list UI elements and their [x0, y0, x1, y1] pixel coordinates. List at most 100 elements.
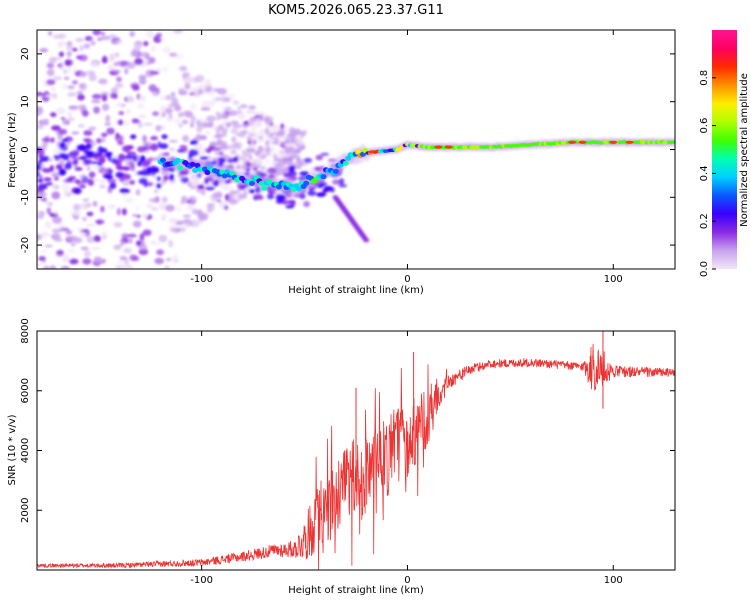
noise-blob: [124, 197, 135, 203]
noise-blob: [137, 120, 143, 129]
noise-blob: [153, 189, 159, 194]
noise-blob: [142, 134, 148, 143]
noise-blob: [285, 149, 291, 154]
band-speckle: [151, 169, 160, 173]
noise-blob: [265, 146, 271, 154]
noise-blob: [264, 127, 269, 135]
band-speckle: [114, 135, 124, 142]
band-speckle: [224, 205, 229, 210]
noise-blob: [150, 136, 159, 141]
noise-blob: [209, 100, 217, 106]
noise-blob: [259, 114, 264, 118]
noise-blob: [235, 133, 245, 137]
noise-blob: [63, 76, 70, 81]
noise-blob: [135, 206, 141, 211]
noise-blob: [99, 184, 106, 189]
noise-blob: [87, 203, 92, 208]
band-speckle: [320, 152, 330, 156]
noise-blob: [190, 199, 196, 206]
noise-blob: [250, 136, 256, 144]
band-speckle: [288, 199, 296, 205]
band-speckle: [38, 174, 43, 180]
noise-blob: [241, 149, 247, 155]
noise-blob: [156, 249, 165, 256]
noise-blob: [200, 107, 211, 111]
noise-blob: [110, 92, 117, 99]
noise-blob: [170, 227, 179, 233]
noise-blob: [166, 118, 175, 122]
band-speckle: [104, 173, 114, 180]
noise-blob: [173, 30, 183, 34]
noise-blob: [248, 105, 256, 110]
band-speckle: [275, 199, 284, 204]
band-speckle: [197, 184, 205, 190]
noise-blob: [189, 103, 198, 111]
noise-blob: [47, 202, 53, 207]
noise-blob: [143, 122, 153, 126]
ridge-point: [221, 173, 228, 179]
band-speckle: [147, 182, 154, 187]
band-speckle: [119, 177, 125, 183]
noise-blob: [164, 107, 173, 114]
band-speckle: [179, 144, 188, 150]
noise-blob: [108, 204, 116, 210]
ridge-point: [303, 180, 310, 186]
band-speckle: [205, 147, 211, 153]
noise-blob: [239, 156, 246, 161]
band-speckle: [97, 146, 104, 154]
noise-blob: [67, 85, 75, 90]
band-speckle: [71, 160, 78, 166]
band-speckle: [58, 168, 67, 176]
noise-blob: [263, 116, 270, 123]
band-speckle: [39, 158, 49, 162]
noise-blob: [61, 183, 71, 192]
band-speckle: [246, 167, 251, 172]
snr-ytick-label: 2000: [20, 498, 31, 523]
noise-blob: [101, 103, 110, 112]
noise-blob: [161, 196, 168, 203]
noise-blob: [198, 212, 209, 220]
band-speckle: [96, 138, 102, 144]
ridge-peak: [444, 145, 453, 149]
noise-blob: [108, 34, 117, 39]
ridge-peak: [434, 145, 443, 149]
noise-blob: [140, 213, 149, 218]
noise-blob: [66, 41, 73, 46]
band-speckle: [303, 200, 310, 208]
noise-blob: [138, 74, 147, 81]
noise-blob: [155, 125, 162, 132]
noise-blob: [106, 127, 115, 135]
noise-blob: [249, 143, 257, 149]
noise-blob: [215, 97, 223, 101]
noise-blob: [83, 43, 91, 49]
band-speckle: [42, 168, 52, 173]
band-speckle: [124, 154, 134, 160]
ridge-point: [295, 186, 302, 192]
noise-blob: [202, 100, 211, 105]
noise-blob: [62, 254, 70, 262]
noise-blob: [196, 126, 203, 133]
spectrogram-ytick-label: 10: [20, 95, 31, 108]
noise-blob: [206, 115, 216, 123]
band-speckle: [199, 156, 208, 160]
noise-blob: [275, 133, 285, 137]
noise-blob: [91, 247, 101, 251]
noise-blob: [132, 220, 142, 228]
noise-blob: [44, 221, 52, 229]
noise-blob: [159, 105, 166, 113]
ridge-peak: [625, 140, 634, 144]
band-speckle: [132, 154, 138, 162]
noise-blob: [48, 31, 53, 36]
noise-blob: [117, 119, 124, 126]
noise-blob: [66, 65, 72, 74]
noise-blob: [113, 62, 121, 67]
band-speckle: [63, 163, 72, 170]
noise-blob: [152, 111, 160, 117]
noise-blob: [175, 204, 183, 213]
noise-blob: [251, 123, 262, 127]
noise-blob: [80, 232, 86, 237]
band-speckle: [217, 157, 226, 164]
ridge-point: [160, 157, 166, 163]
noise-blob: [100, 231, 108, 239]
